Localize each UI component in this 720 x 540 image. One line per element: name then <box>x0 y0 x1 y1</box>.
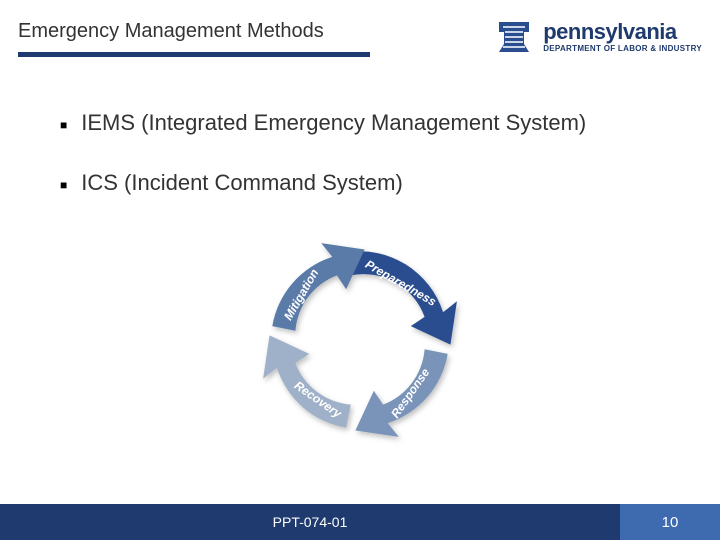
bullet-marker: ■ <box>60 118 67 132</box>
title-underline <box>18 52 370 57</box>
cycle-phase-mitigation: Mitigation <box>272 243 364 331</box>
logo-sub-text: DEPARTMENT OF LABOR & INDUSTRY <box>543 45 702 53</box>
cycle-phase-preparedness: Preparedness <box>346 251 457 344</box>
footer-code: PPT-074-01 <box>0 504 620 540</box>
slide-content: ■ IEMS (Integrated Emergency Management … <box>0 70 720 460</box>
cycle-phase-recovery: Recovery <box>263 335 351 427</box>
slide-header: Emergency Management Methods pennsylvani… <box>0 0 720 70</box>
bullet-text: ICS (Incident Command System) <box>81 170 403 196</box>
slide-footer: PPT-074-01 10 <box>0 504 720 540</box>
logo-main-text: pennsylvania <box>543 21 702 43</box>
bullet-item: ■ ICS (Incident Command System) <box>60 170 660 196</box>
cycle-diagram-container: Preparedness Response Recovery Mitigatio… <box>60 220 660 460</box>
bullet-marker: ■ <box>60 178 67 192</box>
bullet-text: IEMS (Integrated Emergency Management Sy… <box>81 110 586 136</box>
cycle-phase-response: Response <box>355 349 447 437</box>
slide-title: Emergency Management Methods <box>18 20 324 43</box>
logo-text: pennsylvania DEPARTMENT OF LABOR & INDUS… <box>543 21 702 53</box>
bullet-item: ■ IEMS (Integrated Emergency Management … <box>60 110 660 136</box>
keystone-icon <box>493 16 535 58</box>
pa-logo: pennsylvania DEPARTMENT OF LABOR & INDUS… <box>493 16 702 58</box>
cycle-diagram: Preparedness Response Recovery Mitigatio… <box>220 220 500 460</box>
footer-page-number: 10 <box>620 504 720 540</box>
